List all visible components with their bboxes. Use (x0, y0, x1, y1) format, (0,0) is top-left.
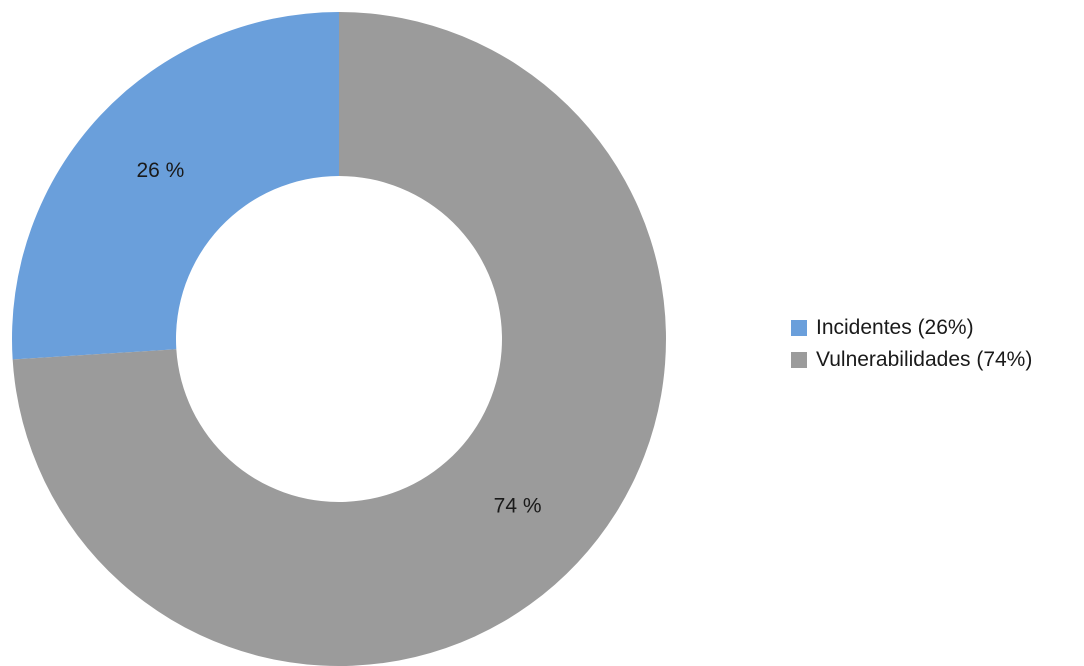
legend-swatch-vulnerabilidades (791, 352, 807, 368)
slice-labels: 26 % 74 % (136, 159, 541, 517)
legend-item-incidentes[interactable]: Incidentes (26%) (791, 312, 1032, 344)
legend-label-incidentes: Incidentes (26%) (816, 316, 974, 339)
slice-vulnerabilidades[interactable] (12, 12, 667, 666)
chart-legend: Incidentes (26%) Vulnerabilidades (74%) (791, 312, 1032, 376)
donut-slices (12, 12, 667, 666)
slice-label-incidentes: 26 % (136, 159, 184, 182)
legend-label-vulnerabilidades: Vulnerabilidades (74%) (816, 348, 1033, 371)
legend-swatch-incidentes (791, 320, 807, 336)
slice-label-vulnerabilidades: 74 % (494, 494, 542, 517)
slice-incidentes[interactable] (12, 12, 339, 360)
legend-item-vulnerabilidades[interactable]: Vulnerabilidades (74%) (791, 344, 1032, 376)
